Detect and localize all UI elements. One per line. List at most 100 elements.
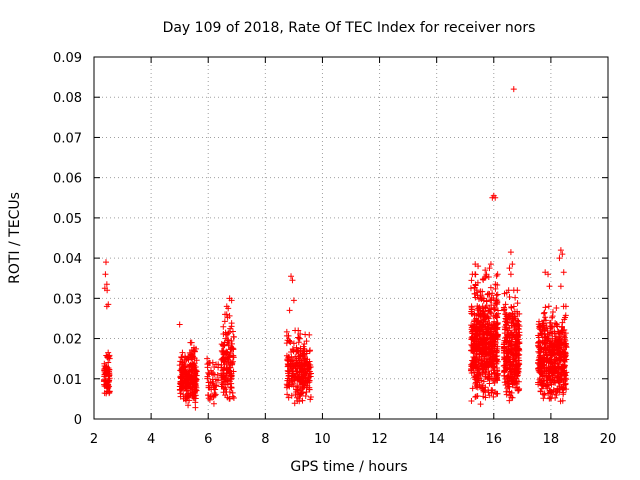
data-point: [493, 331, 500, 338]
data-point: [558, 371, 565, 378]
data-point: [502, 355, 509, 362]
data-point: [228, 297, 235, 304]
data-point: [290, 348, 297, 355]
data-point: [553, 304, 560, 311]
data-point: [547, 349, 554, 356]
data-point: [478, 377, 485, 384]
data-point: [477, 401, 484, 408]
data-point: [510, 331, 517, 338]
x-axis-label: GPS time / hours: [290, 459, 407, 475]
data-point: [476, 331, 483, 338]
data-point: [482, 346, 489, 353]
data-point: [513, 375, 520, 382]
data-point: [500, 369, 507, 376]
data-point: [223, 331, 230, 338]
data-point: [561, 326, 568, 333]
data-point: [226, 370, 233, 377]
data-point: [229, 389, 236, 396]
x-tick-label: 10: [314, 432, 331, 447]
data-point: [105, 377, 112, 384]
data-point: [553, 392, 560, 399]
data-point: [506, 265, 513, 272]
data-point: [192, 404, 199, 411]
data-point: [474, 371, 481, 378]
data-point: [485, 314, 492, 321]
data-point: [513, 378, 520, 385]
data-point: [549, 391, 556, 398]
data-point: [227, 384, 234, 391]
data-point: [490, 353, 497, 360]
data-point: [192, 399, 199, 406]
data-point: [220, 348, 227, 355]
data-point: [291, 377, 298, 384]
data-point: [469, 328, 476, 335]
data-point: [220, 370, 227, 377]
data-point: [286, 368, 293, 375]
data-point: [490, 295, 497, 302]
data-point: [479, 370, 486, 377]
data-point: [104, 353, 111, 360]
data-point: [204, 361, 211, 368]
data-point: [228, 385, 235, 392]
data-point: [101, 381, 108, 388]
data-point: [468, 277, 475, 284]
data-point: [507, 249, 514, 256]
data-point: [547, 338, 554, 345]
data-point: [557, 247, 564, 254]
data-point: [549, 324, 556, 331]
data-point: [480, 362, 487, 369]
data-point: [509, 346, 516, 353]
data-point: [302, 376, 309, 383]
data-point: [468, 304, 475, 311]
y-tick-labels: 0 0.01 0.02 0.03 0.04 0.05 0.06 0.07 0.08 0.09: [53, 51, 82, 428]
data-point: [557, 340, 564, 347]
data-point: [511, 324, 518, 331]
data-point: [545, 346, 552, 353]
data-point: [494, 367, 501, 374]
data-point: [544, 331, 551, 338]
chart-title: Day 109 of 2018, Rate Of TEC Index for r…: [163, 20, 536, 36]
data-point: [284, 357, 291, 364]
data-point: [547, 379, 554, 386]
y-tick-label: 0.01: [53, 373, 82, 388]
data-point: [559, 367, 566, 374]
data-point: [510, 287, 517, 294]
data-point: [544, 385, 551, 392]
data-point: [229, 328, 236, 335]
data-point: [211, 363, 218, 370]
data-point: [224, 394, 231, 401]
data-point: [514, 343, 521, 350]
data-point: [494, 343, 501, 350]
data-point: [177, 390, 184, 397]
data-point: [486, 321, 493, 328]
data-point: [489, 194, 496, 201]
data-point: [287, 363, 294, 370]
data-point: [505, 313, 512, 320]
data-point: [472, 282, 479, 289]
data-point: [492, 281, 499, 288]
data-point: [535, 332, 542, 339]
data-point: [504, 350, 511, 357]
plot-frame: [93, 56, 609, 420]
data-point: [552, 337, 559, 344]
x-tick-label: 12: [371, 432, 388, 447]
data-point: [487, 284, 494, 291]
data-point: [541, 330, 548, 337]
data-point: [289, 347, 296, 354]
x-tick-label: 16: [486, 432, 503, 447]
data-point: [556, 337, 563, 344]
data-point: [213, 382, 220, 389]
data-point: [548, 352, 555, 359]
data-point: [477, 307, 484, 314]
data-point: [505, 380, 512, 387]
data-point: [478, 296, 485, 303]
data-point: [287, 365, 294, 372]
data-point: [493, 347, 500, 354]
data-point: [296, 335, 303, 342]
data-point: [472, 294, 479, 301]
data-point: [508, 394, 515, 401]
data-point: [486, 376, 493, 383]
data-point: [481, 340, 488, 347]
data-point: [290, 340, 297, 347]
data-point: [474, 318, 481, 324]
